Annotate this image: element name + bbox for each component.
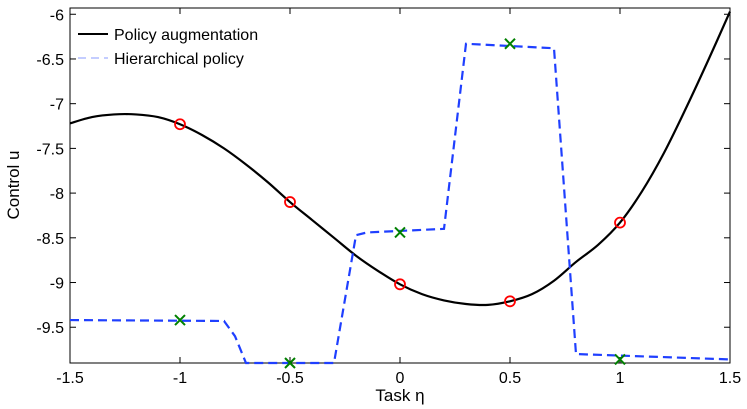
x-tick-label: 0 <box>396 370 405 387</box>
x-tick-label: 1.5 <box>719 370 741 387</box>
axis-ticks <box>69 8 731 363</box>
y-axis-label: Control u <box>4 151 23 220</box>
x-tick-label: 0.5 <box>499 370 521 387</box>
y-tick-labels: -6 -6.5 -7 -7.5 -8 -8.5 -9 -9.5 <box>36 7 64 337</box>
y-tick-label: -7.5 <box>36 141 64 158</box>
marker-cross <box>284 357 296 369</box>
marker-cross <box>504 38 516 50</box>
marker-circle <box>284 196 296 208</box>
y-tick-label: -8 <box>50 186 64 203</box>
y-tick-label: -9 <box>50 276 64 293</box>
plot-area <box>69 7 731 364</box>
marker-cross <box>394 226 406 239</box>
y-tick-label: -8.5 <box>36 231 64 248</box>
x-tick-labels: -1.5 -1 -0.5 0 0.5 1 1.5 <box>56 370 741 387</box>
x-tick-label: 1 <box>616 370 625 387</box>
marker-circle <box>504 295 516 308</box>
marker-circle <box>174 118 186 131</box>
marker-circle <box>394 278 406 291</box>
x-tick-label: -0.5 <box>276 370 304 387</box>
legend-label-policy-augmentation: Policy augmentation <box>114 27 258 44</box>
y-tick-label: -6.5 <box>36 52 64 69</box>
series-line-hierarchical-policy <box>69 42 731 365</box>
x-tick-label: -1.5 <box>56 370 84 387</box>
marker-circle <box>614 216 626 229</box>
x-tick-label: -1 <box>173 370 187 387</box>
series-layer <box>69 11 732 365</box>
y-tick-label: -9.5 <box>36 320 64 337</box>
legend: Policy augmentation Hierarchical policy <box>78 27 258 68</box>
marker-cross <box>174 314 186 326</box>
plot-frame <box>69 7 731 364</box>
y-tick-label: -6 <box>50 7 64 24</box>
marker-cross <box>614 353 626 366</box>
series-line-policy-augmentation <box>69 11 732 307</box>
x-axis-label: Task η <box>375 386 424 405</box>
marker-layer <box>174 38 626 369</box>
legend-label-hierarchical-policy: Hierarchical policy <box>114 51 244 68</box>
y-tick-label: -7 <box>50 97 64 114</box>
